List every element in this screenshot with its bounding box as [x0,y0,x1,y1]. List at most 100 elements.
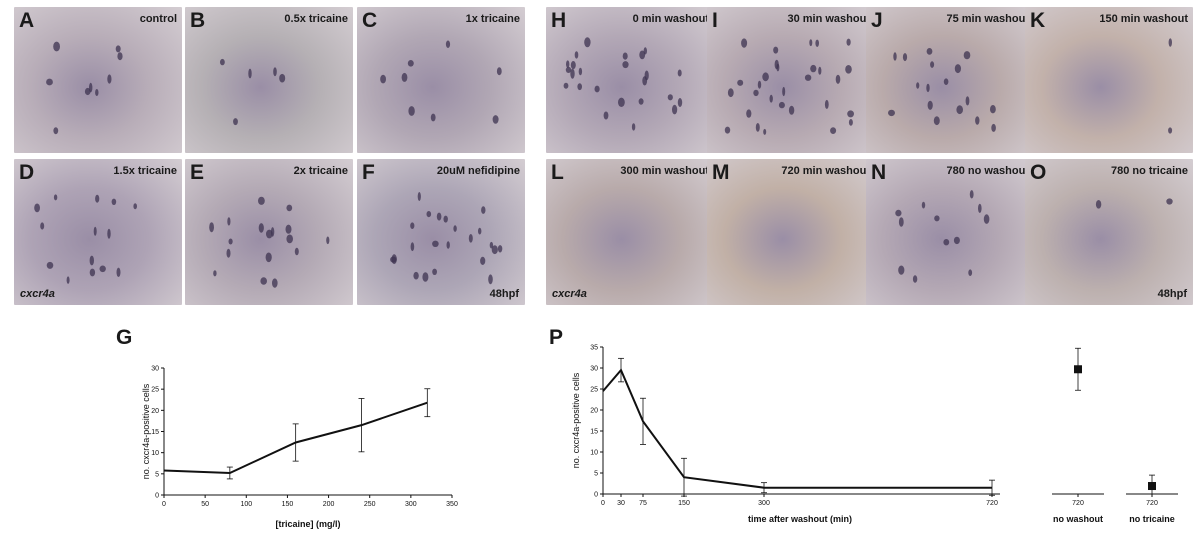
cell [943,78,949,85]
cell [642,76,648,86]
cell [432,268,437,275]
cell [667,94,673,101]
cell [410,222,415,229]
stained-cells [34,194,137,284]
panel-c: C 1x tricaine [357,7,525,153]
panel-d: D 1.5x tricaine cxcr4a [14,159,182,305]
cell [265,252,272,263]
cell [956,105,963,115]
cell [228,238,233,245]
cell [258,223,264,233]
panel-letter: N [871,161,887,184]
g-y-tick-label: 5 [155,471,159,478]
cell [926,83,930,93]
no-washout-point [1074,365,1082,374]
cell [209,222,214,233]
cell [491,245,498,255]
cell [965,96,970,106]
panel-e: E 2x tricaine [185,159,353,305]
g-x-tick-label: 150 [282,501,294,508]
cell [488,274,493,285]
cell [95,194,100,203]
p-x-tick-label: 150 [678,500,690,507]
g-y-tick-label: 25 [151,387,159,394]
cell [391,254,397,265]
no-washout-label: no washout [1053,514,1103,524]
cell [410,242,415,252]
graph-label-g: G [116,326,133,349]
cell [443,215,448,223]
g-y-tick-label: 0 [155,493,159,500]
cell [753,89,759,97]
p-y-tick-label: 15 [590,429,598,436]
cell [895,209,902,217]
panel-letter: C [362,9,378,32]
stained-cells [563,37,683,131]
stained-cells [888,48,996,132]
cell [213,270,217,277]
p-y-tick-label: 30 [590,366,598,373]
cell [810,64,817,73]
cell [727,88,734,98]
cell [432,240,439,247]
p-y-tick-label: 35 [590,345,598,352]
cell [481,206,486,214]
cell [565,66,572,73]
panel-stage-label: 48hpf [1157,288,1187,300]
panel-condition-label: 780 no tricaine [1110,165,1188,177]
p-x-axis-label: time after washout (min) [748,514,852,524]
g-y-axis-label: no. cxcr4a-positive cells [141,383,151,479]
cell [824,99,829,109]
cell [53,41,60,52]
cell [594,85,600,93]
micrograph [707,7,875,153]
cell [407,60,414,67]
cell [916,82,920,89]
stained-cells [1168,38,1173,134]
cell [84,87,91,96]
panel-condition-label: 20uM nefidipine [436,165,520,177]
cell [773,46,779,54]
cell [677,69,682,77]
p-y-tick-label: 10 [590,450,598,457]
stained-cells [220,58,286,126]
p-y-tick-label: 20 [590,408,598,415]
cell [677,98,683,107]
cell [898,217,904,227]
cell [737,79,744,86]
cell [99,265,106,273]
g-y-tick-label: 30 [151,366,159,373]
cell [260,277,267,285]
g-y-tick-label: 15 [151,429,159,436]
cell [46,261,54,269]
cell [563,82,569,89]
cell [763,128,767,135]
micrograph [546,159,714,305]
cell [480,256,486,265]
cell [622,52,628,60]
panel-letter: F [362,161,375,184]
cell [1166,198,1173,205]
cell [220,58,225,66]
no-washout-tick-label: 720 [1072,500,1084,507]
cell [724,126,731,134]
cell [774,59,779,70]
panel-stage-label: 48hpf [489,288,519,300]
panel-letter: M [712,161,730,184]
panel-letter: H [551,9,567,32]
panel-letter: E [190,161,205,184]
cell [53,194,58,201]
panel-letter: I [712,9,718,32]
no-tricaine-tick-label: 720 [1146,500,1158,507]
g-x-tick-label: 350 [446,501,458,508]
panel-condition-label: 2x tricaine [293,165,348,177]
p-y-tick-label: 0 [594,492,598,499]
stained-cells [1095,198,1173,209]
cell [978,203,982,213]
cell [273,67,277,77]
micrograph [14,159,182,305]
stained-cells [380,40,502,124]
stained-cells [724,38,854,135]
cell [963,51,971,60]
cell [566,60,570,68]
